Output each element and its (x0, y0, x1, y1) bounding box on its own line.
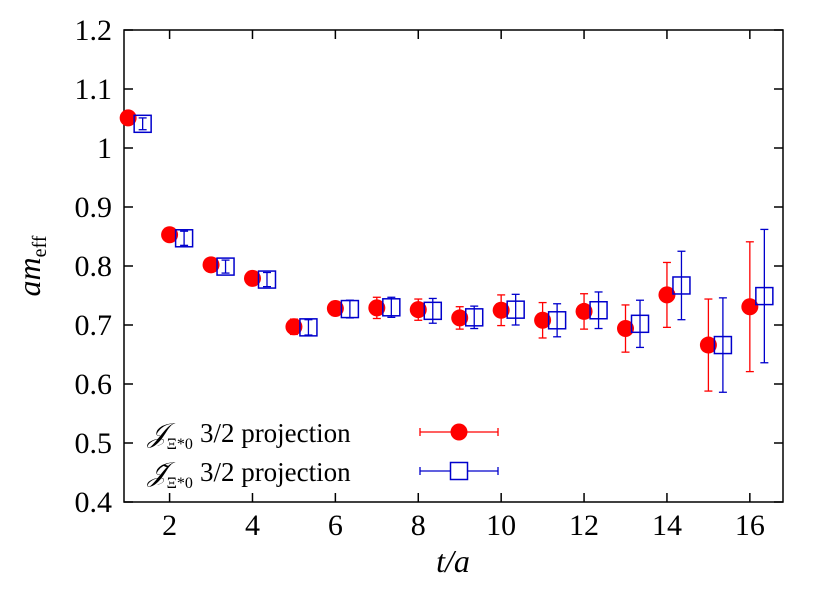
data-point-square (547, 311, 567, 330)
y-tick-label: 0.6 (75, 368, 113, 401)
legend-rest-2: 3/2 projection (200, 457, 351, 487)
data-point-circle (534, 311, 552, 329)
x-tick-label: 12 (569, 509, 599, 542)
data-point-square (755, 286, 774, 306)
series-layer (119, 109, 774, 393)
data-point-circle (409, 301, 427, 319)
axis-ticks: 2 4 6 8 10 12 14 16 0.4 0.5 0.6 0.7 0.8 0.9 1 1.1 1.2 (75, 14, 783, 542)
y-axis-title-sub: eff (29, 235, 51, 257)
data-point-circle (617, 320, 635, 338)
data-point-circle (161, 226, 179, 244)
data-point-square (672, 276, 691, 295)
y-tick-label: 0.4 (75, 486, 113, 519)
legend-marker-circle (450, 423, 468, 441)
legend-rest-1: 3/2 projection (200, 418, 351, 448)
legend-sub-2: Ξ*0 (167, 475, 193, 492)
data-point-circle (202, 256, 220, 274)
x-tick-label: 16 (735, 509, 765, 542)
x-tick-label: 4 (245, 509, 260, 542)
y-tick-label: 1 (97, 132, 112, 165)
data-point-square (506, 300, 525, 319)
series-1 (119, 109, 759, 392)
data-point-circle (699, 336, 717, 354)
y-tick-label: 0.7 (75, 309, 113, 342)
series-2 (133, 114, 774, 393)
data-point-square (257, 270, 277, 289)
data-point-circle (658, 286, 676, 304)
data-point-square (423, 301, 443, 321)
y-axis-title: ameff (11, 235, 51, 296)
data-point-square (174, 229, 194, 248)
legend-label-series-2: 𝒥̃Ξ*0 3/2 projection (146, 457, 351, 492)
svg-text:ameff: ameff (11, 235, 51, 296)
x-tick-label: 14 (652, 509, 682, 542)
legend-sample-square (419, 461, 499, 481)
data-point-circle (741, 298, 759, 316)
data-point-square (713, 335, 733, 355)
data-point-circle (451, 309, 469, 327)
x-tick-label: 6 (328, 509, 343, 542)
data-point-circle (285, 318, 303, 336)
legend-marker-square (449, 461, 469, 481)
x-tick-label: 10 (486, 509, 516, 542)
legend-sub-1: Ξ*0 (167, 436, 193, 453)
x-tick-label: 2 (162, 509, 177, 542)
y-axis-title-main: am (11, 257, 47, 296)
data-point-square (464, 308, 484, 327)
y-tick-label: 0.8 (75, 250, 113, 283)
y-tick-label: 0.5 (75, 427, 113, 460)
data-point-circle (119, 109, 137, 127)
data-point-square (216, 257, 235, 276)
y-tick-label: 1.1 (75, 73, 113, 106)
legend-sample-circle (419, 423, 499, 441)
y-tick-label: 1.2 (75, 14, 113, 47)
legend: 𝒥Ξ*0 3/2 projection 𝒥̃Ξ*0 3/2 projection (146, 418, 499, 492)
data-point-circle (326, 299, 344, 317)
data-point-square (340, 299, 360, 319)
data-point-square (589, 301, 608, 320)
x-axis-title: t/a (436, 543, 470, 579)
data-point-circle (492, 301, 510, 319)
data-point-square (382, 298, 401, 317)
data-point-square (299, 318, 318, 337)
x-tick-label: 8 (411, 509, 426, 542)
y-tick-label: 0.9 (75, 191, 113, 224)
data-point-circle (575, 302, 593, 320)
legend-label-series-1: 𝒥Ξ*0 3/2 projection (146, 418, 351, 453)
data-point-square (133, 114, 152, 134)
data-point-circle (243, 269, 261, 287)
data-point-circle (368, 299, 386, 317)
data-point-square (630, 314, 650, 334)
